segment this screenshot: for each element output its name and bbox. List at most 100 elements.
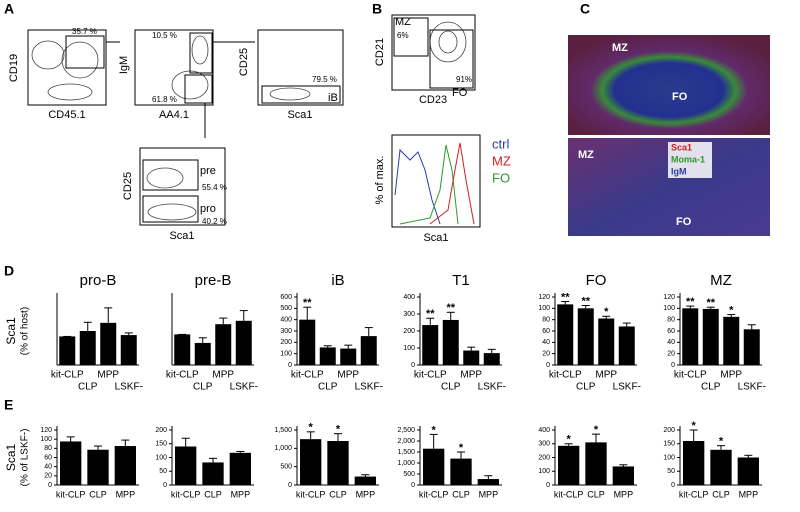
bar [612, 466, 634, 485]
x-tick-label: kit-CLP [166, 370, 199, 381]
bar [100, 322, 117, 365]
x-tick-label: CLP [452, 489, 470, 499]
y-tick-label: 200 [538, 454, 550, 461]
x-tick-label: CLP [329, 489, 347, 499]
gate [429, 29, 474, 89]
y-tick-label: 2,500 [397, 427, 415, 434]
x-tick-label: LSKF- [738, 382, 766, 393]
significance: * [719, 436, 724, 448]
y-tick-label: 60 [44, 454, 52, 461]
significance: ** [303, 297, 312, 309]
axis-label: AA4.1 [159, 109, 189, 121]
significance: * [567, 434, 572, 446]
x-tick-label: LSKF- [478, 382, 506, 393]
y-tick-label: 200 [403, 328, 415, 335]
x-tick-label: MPP [116, 489, 136, 499]
gate-name: iB [328, 92, 338, 104]
gate [142, 195, 199, 223]
y-tick-label: 400 [280, 317, 292, 324]
x-tick-label: MPP [614, 489, 634, 499]
contour [61, 41, 99, 79]
y-tick-label: 20 [44, 473, 52, 480]
y-tick-label: 150 [663, 441, 675, 448]
significance: ** [446, 302, 455, 314]
y-tick-label: 2,000 [397, 438, 415, 445]
bar [300, 439, 322, 485]
y-tick-label: 60 [542, 328, 550, 335]
bar [354, 476, 376, 485]
flow-plot [257, 29, 344, 106]
x-tick-label: CLP [712, 489, 730, 499]
contour [31, 40, 65, 70]
x-tick-label: MPP [97, 370, 119, 381]
x-tick-label: kit-CLP [51, 370, 84, 381]
panel-letter: D [4, 263, 14, 279]
gate [184, 74, 213, 104]
stain-key [668, 142, 712, 178]
y-tick-label: 100 [663, 454, 675, 461]
bar [557, 304, 574, 365]
x-tick-label: MPP [231, 489, 251, 499]
x-tick-label: CLP [204, 489, 222, 499]
chart-title: pro-B [80, 272, 117, 289]
gate [261, 85, 341, 104]
y-tick-label: 100 [538, 305, 550, 312]
y-axis-label: (% of LSKF-) [20, 429, 31, 487]
y-tick-label: 150 [155, 441, 167, 448]
significance: ** [426, 308, 435, 320]
y-tick-label: 40 [542, 339, 550, 346]
x-tick-label: kit-CLP [56, 489, 86, 499]
contour [269, 87, 311, 101]
contour [191, 35, 209, 65]
bar [59, 336, 76, 365]
gate [65, 35, 105, 69]
y-tick-label: 50 [159, 468, 167, 475]
significance: ** [581, 295, 590, 307]
axis-label: CD19 [8, 54, 20, 82]
y-tick-label: 0 [288, 362, 292, 369]
bar [442, 319, 459, 365]
image-label: MZ [578, 149, 594, 161]
y-tick-label: 80 [542, 317, 550, 324]
stain-label: Moma-1 [671, 154, 705, 164]
x-tick-label: CLP [701, 382, 721, 393]
x-tick-label: kit-CLP [291, 370, 324, 381]
y-tick-label: 0 [546, 482, 550, 489]
legend-entry: MZ [492, 153, 511, 168]
significance: ** [561, 291, 570, 303]
y-tick-label: 0 [48, 482, 52, 489]
x-tick-label: CLP [318, 382, 338, 393]
x-tick-label: kit-CLP [296, 489, 326, 499]
axis-label: Sca1 [287, 109, 312, 121]
y-tick-label: 120 [40, 427, 52, 434]
gate [393, 17, 429, 57]
bar [60, 441, 82, 485]
y-tick-label: 100 [403, 345, 415, 352]
image-label: FO [672, 91, 688, 103]
image-label: MZ [612, 42, 628, 54]
y-tick-label: 1,500 [397, 449, 415, 456]
gate-name: MZ [395, 16, 411, 28]
contour [147, 203, 197, 221]
bar [215, 324, 232, 365]
flow-plot [139, 147, 226, 226]
y-tick-label: 200 [155, 427, 167, 434]
bar [585, 442, 607, 485]
significance: * [336, 424, 341, 436]
x-tick-label: CLP [193, 382, 213, 393]
axis-label: % of max. [374, 156, 386, 205]
bar [702, 308, 719, 365]
significance: * [432, 424, 437, 436]
bar [743, 329, 760, 365]
y-tick-label: 20 [542, 351, 550, 358]
y-tick-label: 400 [403, 294, 415, 301]
bar [319, 347, 336, 365]
micrograph [568, 35, 770, 135]
gate-label: 6% [397, 31, 409, 40]
bar [202, 462, 224, 485]
gate-label: 91% [456, 75, 472, 84]
y-axis-label: (% of host) [20, 307, 31, 355]
legend-entry: ctrl [492, 136, 509, 151]
gate-name: pro [200, 203, 216, 215]
chart-title: pre-B [195, 272, 232, 289]
